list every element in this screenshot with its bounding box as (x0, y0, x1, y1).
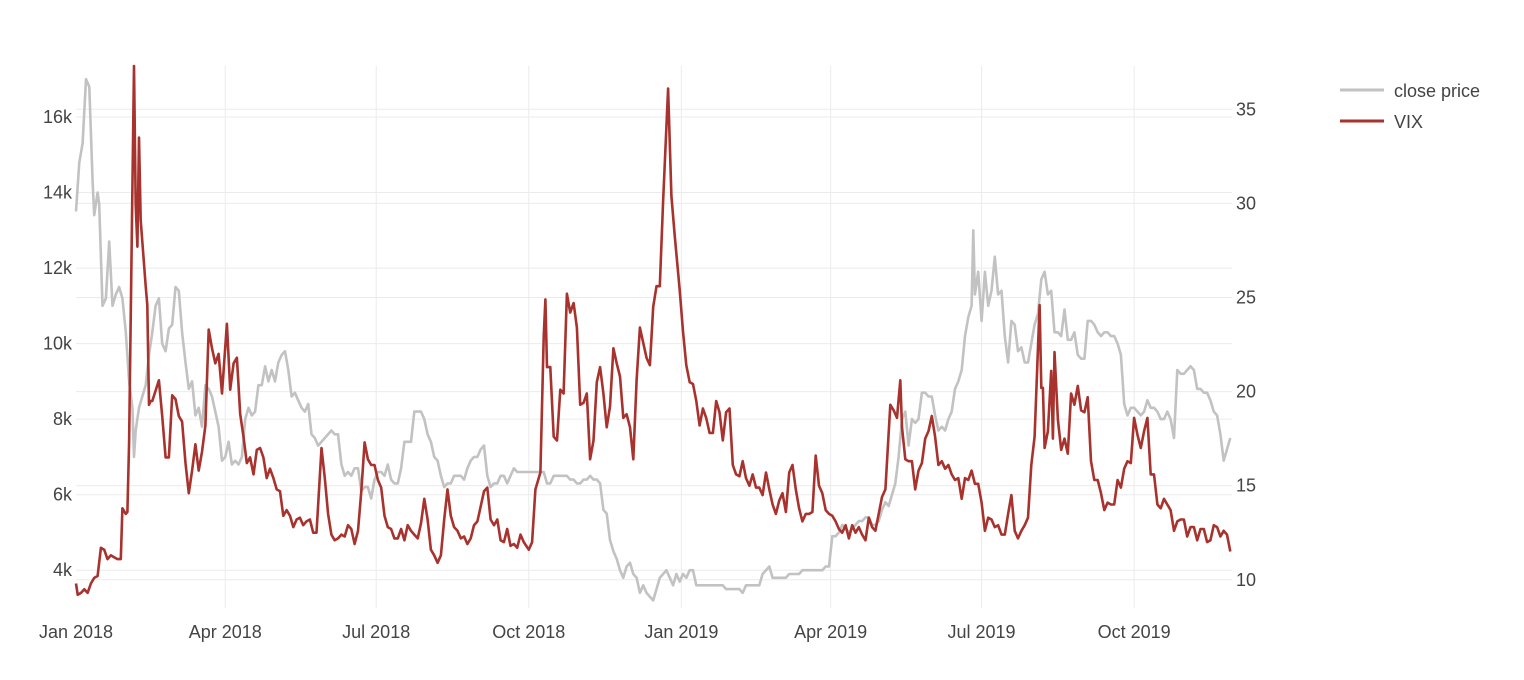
legend-label-close-price[interactable]: close price (1394, 81, 1480, 101)
y-left-tick-label: 4k (53, 560, 73, 580)
y-left-tick-label: 16k (43, 107, 73, 127)
left-y-axis: 4k 6k 8k 10k 12k 14k 16k (43, 107, 73, 580)
x-tick-label: Apr 2019 (794, 622, 867, 642)
y-right-tick-label: 20 (1236, 382, 1256, 402)
series-line-close-price[interactable] (74, 77, 1232, 602)
legend: close price VIX (1340, 81, 1480, 132)
y-right-tick-label: 15 (1236, 476, 1256, 496)
y-left-tick-label: 10k (43, 334, 73, 354)
series-lines (74, 64, 1232, 602)
y-right-tick-label: 35 (1236, 99, 1256, 119)
y-right-tick-label: 30 (1236, 193, 1256, 213)
grid-lines (76, 66, 1232, 608)
y-left-tick-label: 8k (53, 409, 73, 429)
x-tick-label: Apr 2018 (189, 622, 262, 642)
y-left-tick-label: 12k (43, 258, 73, 278)
x-tick-label: Oct 2018 (492, 622, 565, 642)
y-right-tick-label: 10 (1236, 570, 1256, 590)
x-axis: Jan 2018 Apr 2018 Jul 2018 Oct 2018 Jan 2019… (39, 622, 1171, 642)
x-tick-label: Jul 2018 (342, 622, 410, 642)
right-y-axis: 10 15 20 25 30 35 (1236, 99, 1256, 589)
x-tick-label: Jul 2019 (948, 622, 1016, 642)
y-left-tick-label: 14k (43, 183, 73, 203)
x-tick-label: Jan 2019 (644, 622, 718, 642)
x-tick-label: Oct 2019 (1098, 622, 1171, 642)
y-right-tick-label: 25 (1236, 287, 1256, 307)
x-tick-label: Jan 2018 (39, 622, 113, 642)
series-line-vix[interactable] (74, 64, 1232, 597)
y-left-tick-label: 6k (53, 485, 73, 505)
legend-label-vix[interactable]: VIX (1394, 112, 1423, 132)
